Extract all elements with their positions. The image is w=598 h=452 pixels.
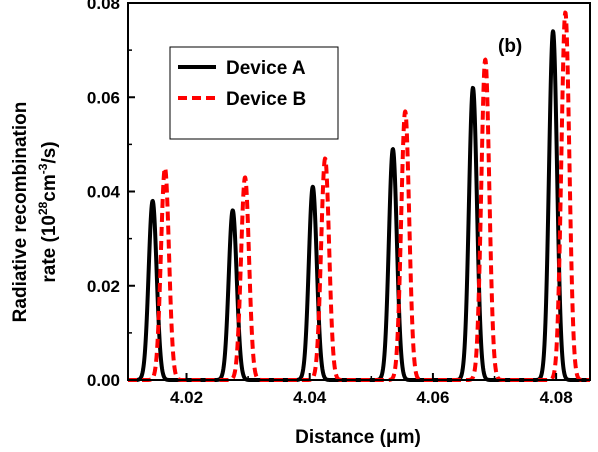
y-axis-title-prefix: rate (10 [39,215,60,283]
y-tick-label: 0.02 [87,277,120,296]
y-axis-title-line2: rate (1028cm-3/s) [36,141,60,282]
y-tick-label: 0.06 [87,88,120,107]
legend-label-device-b: Device B [226,89,306,110]
y-axis-title-sup2: -3 [36,163,50,174]
y-tick-label: 0.00 [87,371,120,390]
x-tick-label: 4.06 [416,388,449,407]
y-axis-title-suffix: /s) [39,141,60,163]
y-axis-title: Radiative recombination rate (1028cm-3/s… [10,102,60,323]
y-axis-title-sup1: 28 [36,201,50,215]
x-tick-label: 4.02 [170,388,203,407]
x-tick-label: 4.04 [293,388,327,407]
y-axis-title-line1: Radiative recombination [10,102,31,323]
legend-box [169,46,339,140]
y-tick-label: 0.08 [87,0,120,13]
x-axis-title: Distance (μm) [295,427,421,448]
y-tick-label: 0.04 [87,183,121,202]
y-axis-title-mid: cm [39,174,60,201]
x-tick-label: 4.08 [540,388,573,407]
ticks-layer: 4.02 4.04 4.06 4.08 0.00 0.02 0.04 0.06 0.08 [87,0,573,407]
legend: Device A Device B [169,46,339,140]
legend-label-device-a: Device A [226,58,306,79]
panel-label: (b) [498,36,522,57]
